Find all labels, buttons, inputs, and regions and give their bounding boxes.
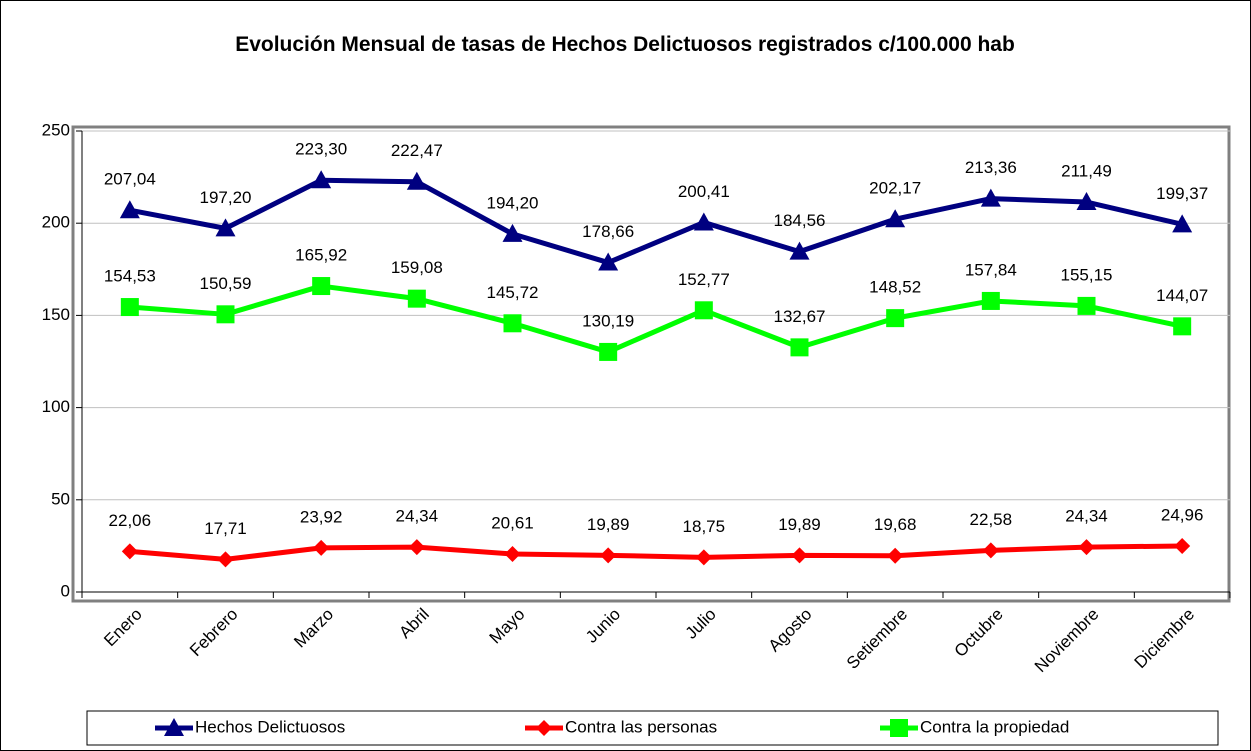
marker: [121, 543, 138, 560]
data-label: 19,89: [778, 515, 821, 534]
marker: [120, 298, 139, 317]
marker: [887, 547, 904, 564]
data-label: 184,56: [774, 211, 826, 230]
marker: [598, 252, 619, 271]
marker: [600, 547, 617, 564]
data-label: 150,59: [200, 274, 252, 293]
marker: [216, 305, 235, 324]
marker: [694, 301, 713, 320]
data-label: 18,75: [683, 517, 726, 536]
marker: [886, 309, 905, 328]
marker: [789, 241, 810, 260]
marker: [1172, 214, 1193, 233]
y-tick-label: 0: [61, 581, 70, 600]
marker: [313, 539, 330, 556]
data-label: 152,77: [678, 270, 730, 289]
data-label: 199,37: [1156, 184, 1208, 203]
data-label: 155,15: [1061, 265, 1113, 284]
data-label: 19,68: [874, 515, 917, 534]
marker: [503, 314, 522, 333]
series: 22,06 17,71 23,92 24,34 20,61 19,89 18,75 19,89…: [109, 505, 1204, 568]
plot-border: [71, 125, 1231, 603]
marker: [885, 209, 906, 228]
series: 154,53 150,59 165,92 159,08 145,72 130,19 152,…: [104, 246, 1208, 361]
data-label: 17,71: [204, 519, 247, 538]
data-label: 132,67: [774, 307, 826, 326]
marker: [217, 551, 234, 568]
data-label: 222,47: [391, 141, 443, 160]
data-label: 23,92: [300, 507, 343, 526]
marker: [164, 718, 184, 736]
marker: [536, 720, 552, 736]
y-tick-label: 250: [42, 120, 70, 139]
marker: [311, 170, 332, 189]
chart-title: Evolución Mensual de tasas de Hechos Del…: [235, 33, 1015, 56]
data-label: 207,04: [104, 170, 156, 189]
data-label: 22,58: [970, 510, 1013, 529]
marker: [1077, 296, 1096, 315]
data-label: 19,89: [587, 515, 630, 534]
data-label: 24,96: [1161, 505, 1204, 524]
marker: [1174, 537, 1191, 554]
data-label: 200,41: [678, 182, 730, 201]
y-tick-label: 200: [42, 213, 70, 232]
y-tick-label: 150: [42, 305, 70, 324]
data-label: 130,19: [582, 311, 634, 330]
data-label: 202,17: [869, 179, 921, 198]
marker: [980, 188, 1001, 207]
marker: [504, 545, 521, 562]
marker: [1076, 192, 1097, 211]
marker: [119, 200, 140, 219]
marker: [981, 291, 1000, 310]
marker: [693, 212, 714, 231]
marker: [406, 171, 427, 190]
series-line: [129, 177, 1183, 266]
data-label: 22,06: [109, 511, 152, 530]
series-line: [129, 283, 1183, 355]
data-label: 213,36: [965, 158, 1017, 177]
marker: [599, 342, 618, 361]
data-label: 194,20: [487, 193, 539, 212]
data-label: 148,52: [869, 278, 921, 297]
data-label: 211,49: [1061, 161, 1112, 180]
legend-label: Contra la propiedad: [920, 717, 1069, 736]
y-tick-label: 100: [42, 397, 70, 416]
data-label: 178,66: [582, 222, 634, 241]
data-label: 165,92: [295, 246, 347, 265]
marker: [1173, 317, 1192, 336]
data-label: 24,34: [396, 507, 439, 526]
marker: [312, 277, 331, 296]
y-tick-label: 50: [51, 489, 70, 508]
data-label: 24,34: [1065, 507, 1108, 526]
data-label: 157,84: [965, 260, 1017, 279]
data-label: 154,53: [104, 267, 156, 286]
data-label: 197,20: [200, 188, 252, 207]
legend-label: Hechos Delictuosos: [195, 717, 345, 736]
legend-box: [86, 710, 1219, 746]
marker: [408, 539, 425, 556]
marker: [791, 547, 808, 564]
marker: [695, 549, 712, 566]
data-label: 20,61: [491, 513, 534, 532]
series: 207,04 197,20 223,30 222,47 194,20 178,66 200,…: [104, 140, 1208, 271]
legend-label: Contra las personas: [565, 717, 717, 736]
marker: [215, 218, 236, 237]
marker: [1078, 539, 1095, 556]
data-label: 145,72: [487, 283, 539, 302]
marker: [982, 542, 999, 559]
data-label: 144,07: [1156, 286, 1208, 305]
marker: [890, 719, 908, 737]
marker: [502, 223, 523, 242]
data-label: 223,30: [295, 140, 347, 159]
marker: [407, 289, 426, 308]
data-label: 159,08: [391, 258, 443, 277]
series-line: [129, 543, 1183, 562]
marker: [790, 338, 809, 357]
